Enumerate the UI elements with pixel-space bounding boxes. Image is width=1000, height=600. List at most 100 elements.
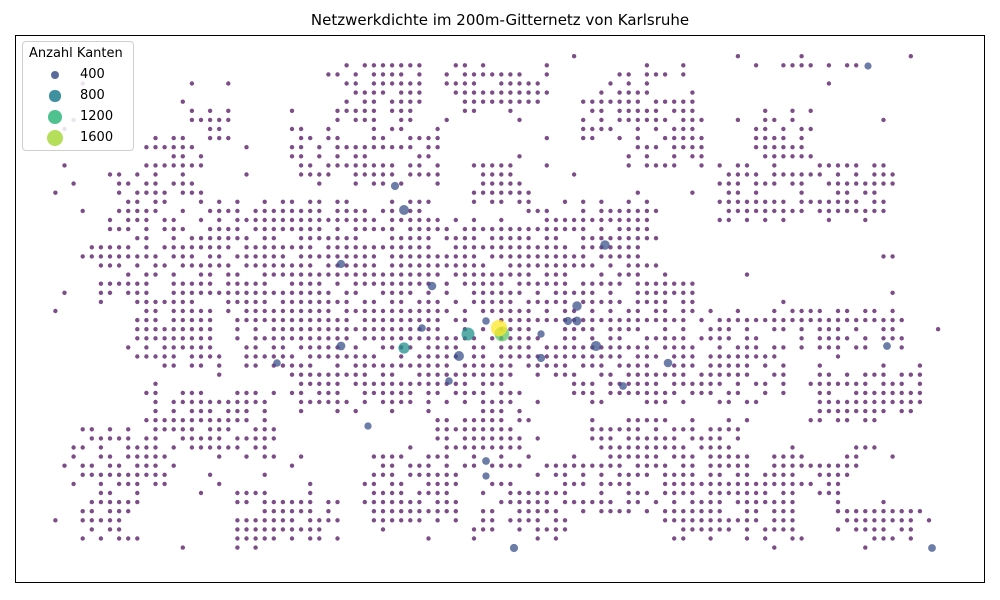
grid-cell-point	[571, 499, 577, 505]
grid-cell-point	[189, 254, 195, 259]
grid-cell-point	[289, 108, 295, 114]
grid-cell-point	[653, 463, 659, 468]
grid-cell-point	[389, 163, 395, 168]
grid-cell-point	[107, 290, 113, 295]
grid-cell-point	[471, 245, 477, 250]
grid-cell-point	[526, 499, 531, 505]
grid-cell-point	[490, 408, 495, 414]
grid-cell-point	[98, 263, 104, 268]
grid-cell-point	[617, 117, 622, 123]
grid-cell-point	[408, 499, 413, 505]
grid-cell-point	[344, 336, 349, 341]
grid-cell-point	[635, 418, 640, 423]
grid-cell-point	[699, 509, 704, 514]
grid-cell-point	[408, 226, 413, 232]
grid-cell-point	[153, 263, 158, 268]
grid-cell-point	[453, 317, 458, 323]
grid-cell-point	[399, 117, 404, 123]
grid-cell-point	[553, 236, 559, 241]
grid-cell-point	[553, 226, 559, 232]
grid-cell-point	[699, 381, 704, 386]
grid-cell-point	[681, 490, 686, 496]
grid-cell-point	[389, 299, 395, 305]
grid-cell-point	[298, 317, 304, 323]
grid-cell-point	[389, 408, 395, 414]
grid-cell-point	[353, 81, 358, 86]
legend: Anzahl Kanten 400 800 1200 1600	[22, 41, 134, 151]
grid-cell-point	[717, 163, 722, 168]
grid-cell-point	[380, 317, 386, 323]
grid-cell-point	[71, 454, 76, 459]
grid-cell-point	[89, 518, 95, 523]
grid-cell-point	[872, 390, 877, 396]
grid-cell-point	[189, 81, 195, 86]
grid-cell-point	[417, 236, 422, 241]
grid-cell-point	[681, 536, 686, 541]
grid-cell-point	[571, 290, 577, 295]
grid-cell-point	[672, 354, 677, 359]
grid-cell-point	[881, 390, 886, 396]
grid-cell-point	[144, 336, 149, 341]
grid-cell-point	[562, 345, 568, 350]
grid-cell-point	[426, 454, 431, 459]
grid-cell-point	[417, 208, 422, 214]
grid-cell-point	[471, 254, 477, 259]
grid-cell-point	[908, 54, 913, 59]
grid-cell-point	[126, 290, 131, 295]
grid-cell-point	[517, 90, 522, 95]
grid-cell-point	[326, 299, 331, 305]
grid-cell-point	[298, 145, 304, 150]
grid-cell-point	[808, 126, 813, 132]
grid-cell-point	[799, 199, 804, 204]
grid-cell-point	[544, 236, 549, 241]
grid-cell-point	[599, 236, 604, 241]
grid-cell-point	[553, 536, 559, 541]
grid-cell-point	[153, 336, 158, 341]
plot-area	[15, 35, 985, 583]
grid-cell-point	[626, 117, 631, 123]
grid-cell-point	[171, 427, 176, 432]
grid-cell-point	[499, 499, 504, 505]
grid-cell-point	[881, 527, 886, 532]
grid-cell-point	[162, 345, 167, 350]
grid-cell-point	[844, 463, 850, 468]
grid-cell-point	[617, 108, 622, 114]
grid-cell-point	[417, 518, 422, 523]
grid-cell-point	[426, 490, 431, 496]
grid-cell-point	[298, 327, 304, 332]
grid-cell-point	[717, 527, 722, 532]
grid-cell-point	[726, 481, 731, 487]
grid-cell-point	[753, 181, 759, 186]
grid-cell-point	[508, 463, 513, 468]
grid-cell-point	[462, 108, 468, 114]
grid-cell-point	[453, 90, 458, 95]
grid-cell-point	[189, 336, 195, 341]
grid-cell-point	[854, 181, 859, 186]
grid-cell-point	[490, 254, 495, 259]
grid-cell-point	[362, 317, 367, 323]
grid-cell-point	[517, 509, 522, 514]
grid-cell-point	[198, 154, 204, 159]
grid-cell-point	[435, 163, 440, 168]
grid-cell-point	[644, 63, 650, 68]
grid-cell-point	[817, 408, 822, 414]
grid-cell-point	[62, 463, 67, 468]
grid-cell-point	[253, 363, 258, 368]
legend-entry: 800	[23, 86, 133, 106]
grid-cell-point	[371, 181, 377, 186]
grid-cell-point	[753, 399, 759, 405]
grid-cell-point	[790, 527, 795, 532]
grid-cell-point	[262, 518, 267, 523]
hotspot-point	[619, 382, 627, 390]
grid-cell-point	[462, 363, 468, 368]
grid-cell-point	[672, 472, 677, 477]
grid-cell-point	[471, 527, 477, 532]
grid-cell-point	[499, 418, 504, 423]
grid-cell-point	[872, 199, 877, 204]
grid-cell-point	[644, 472, 650, 477]
grid-cell-point	[499, 436, 504, 441]
grid-cell-point	[262, 399, 267, 405]
grid-cell-point	[280, 308, 286, 314]
grid-cell-point	[562, 499, 568, 505]
grid-cell-point	[662, 418, 668, 423]
